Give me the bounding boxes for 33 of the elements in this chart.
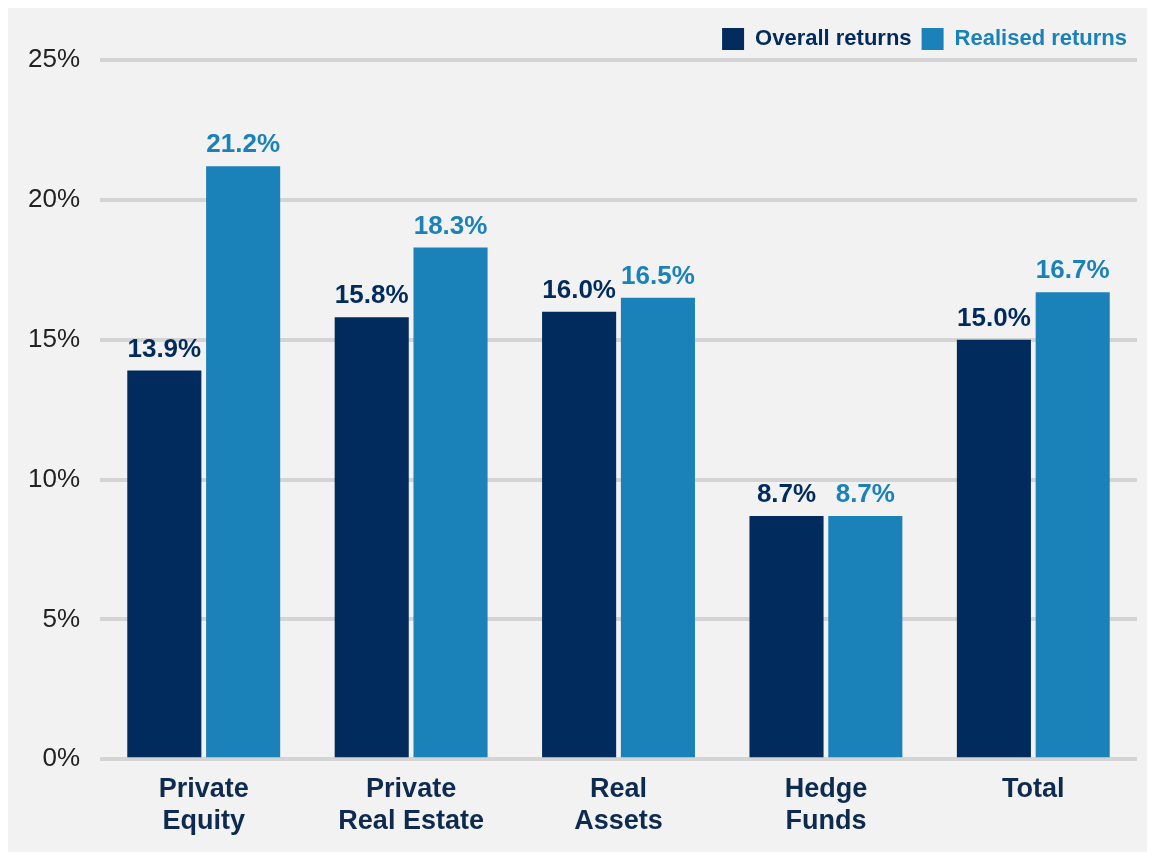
bar: [956, 339, 1031, 758]
y-tick-label: 20%: [27, 183, 81, 214]
data-label: 21.2%: [206, 128, 281, 159]
data-label: 13.9%: [127, 332, 202, 363]
bar: [334, 317, 409, 758]
x-tick-label: Private Equity: [158, 772, 249, 836]
bar: [1035, 292, 1110, 758]
data-label: 16.0%: [542, 273, 616, 304]
bar: [749, 515, 824, 758]
bar: [413, 247, 488, 758]
x-tick-label: Total: [1002, 772, 1065, 803]
bar: [620, 297, 695, 758]
x-tick-label: Private Real Estate: [338, 772, 484, 836]
data-label: 8.7%: [756, 478, 817, 509]
data-label: 18.3%: [413, 209, 488, 240]
x-tick-label: Real Assets: [574, 772, 663, 836]
y-tick-label: 0%: [42, 742, 81, 773]
y-tick-label: 15%: [27, 322, 81, 353]
data-label: 16.7%: [1035, 254, 1110, 285]
bar: [542, 311, 617, 758]
data-label: 16.5%: [621, 259, 695, 290]
data-label: 15.8%: [334, 279, 409, 310]
legend-label: Overall returns: [755, 25, 912, 51]
x-tick-label: Hedge Funds: [784, 772, 868, 836]
y-tick-label: 10%: [27, 462, 81, 493]
legend-label: Realised returns: [954, 25, 1127, 51]
y-tick-label: 25%: [27, 43, 81, 74]
bar: [206, 166, 281, 758]
data-label: 15.0%: [957, 301, 1031, 332]
data-label: 8.7%: [835, 478, 895, 509]
bar: [127, 370, 202, 758]
bar: [828, 515, 903, 758]
y-tick-label: 5%: [42, 602, 81, 633]
